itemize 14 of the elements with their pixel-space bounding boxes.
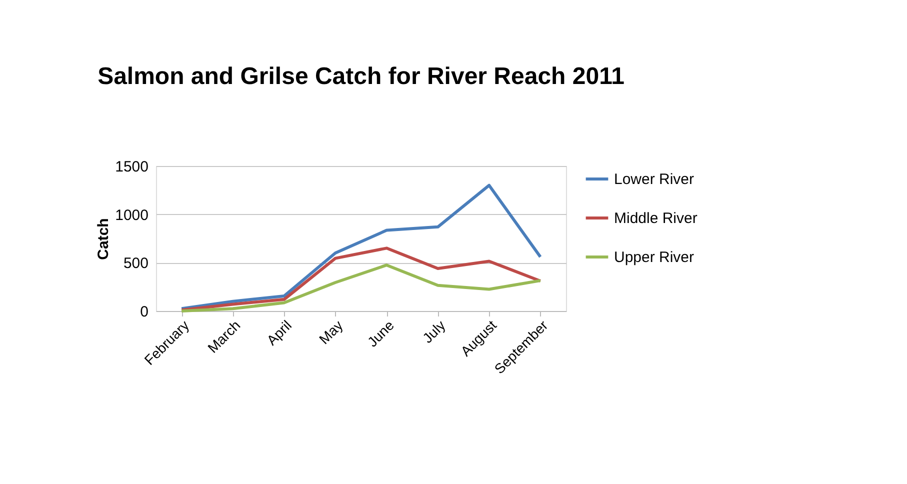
y-tick-label: 500 [123,255,148,272]
y-tick-label: 0 [140,304,148,320]
chart-title: Salmon and Grilse Catch for River Reach 2011 [98,63,624,90]
legend-label: Upper River [614,249,694,266]
y-tick-label: 1000 [115,206,148,224]
legend-label: Lower River [614,171,694,188]
legend-label: Middle River [614,210,698,227]
y-axis-title: Catch [95,218,112,260]
y-tick-label: 1500 [115,158,148,176]
line-series [180,246,542,312]
x-tick-label: July [419,317,448,346]
line-series [180,264,542,312]
line-series [180,184,542,310]
x-tick-label: May [316,317,346,348]
